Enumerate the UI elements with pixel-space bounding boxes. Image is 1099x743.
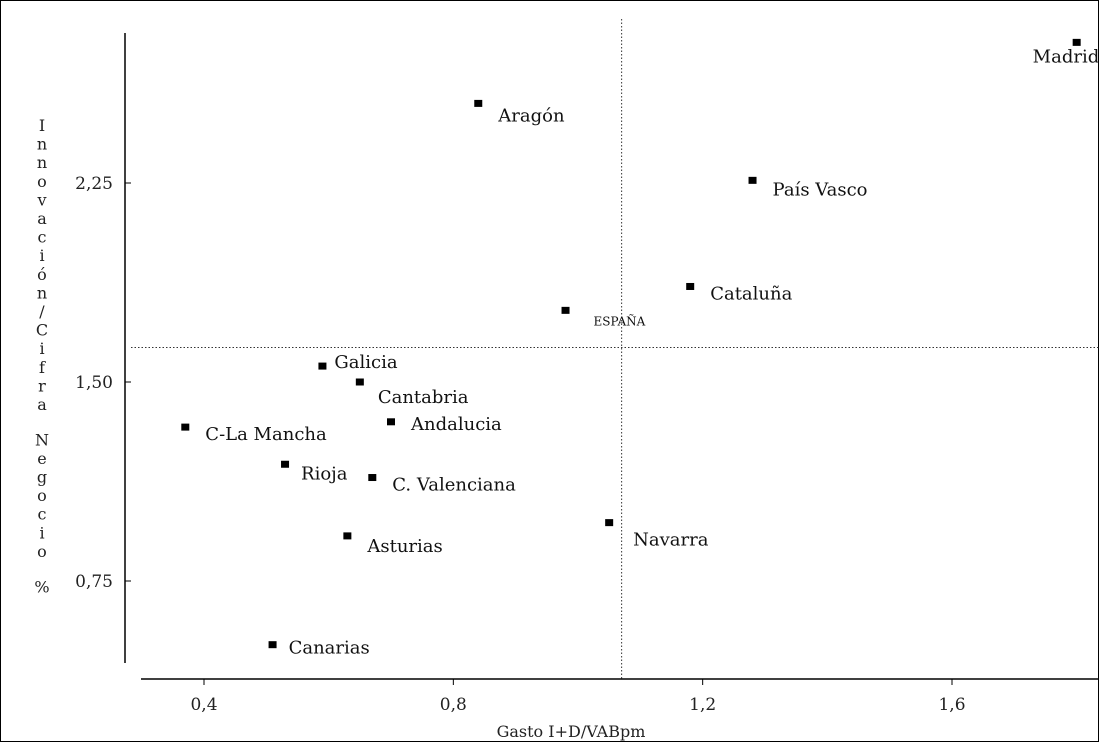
- y-tick-label: 0,75: [75, 572, 113, 592]
- data-point: [605, 519, 614, 527]
- point-label: País Vasco: [773, 179, 868, 200]
- data-point: [281, 460, 290, 468]
- axes: [124, 33, 1099, 680]
- data-point: [748, 176, 757, 184]
- point-label: Rioja: [301, 463, 348, 484]
- x-axis-title: Gasto I+D/VABpm: [497, 722, 646, 741]
- data-point: [355, 378, 364, 386]
- x-tick-label: 0,4: [190, 695, 217, 715]
- data-point: [387, 418, 395, 426]
- x-tick-label: 1,2: [689, 695, 716, 715]
- point-label: Cataluña: [710, 283, 792, 304]
- point-label: C. Valenciana: [392, 475, 516, 496]
- data-point: [268, 641, 277, 649]
- reference-lines: [131, 19, 1099, 679]
- point-label: Cantabria: [378, 387, 469, 408]
- y-ticks: 0,75 1,50 2,25: [75, 174, 131, 592]
- point-label: Navarra: [633, 530, 709, 551]
- point-label: Canarias: [289, 638, 370, 659]
- data-point: [368, 474, 377, 482]
- point-label: Aragón: [497, 105, 565, 126]
- point-label: Galicia: [334, 352, 397, 373]
- y-tick-label: 2,25: [75, 174, 113, 194]
- data-point: [686, 282, 695, 290]
- point-label: Asturias: [366, 536, 442, 557]
- x-tick-label: 1,6: [938, 695, 965, 715]
- point-labels: Madrid Aragón País Vasco Cataluña ESPAÑA Gali…: [205, 46, 1099, 658]
- data-points: [181, 38, 1081, 649]
- y-tick-label: 1,50: [75, 373, 113, 393]
- point-label: Madrid: [1033, 46, 1099, 67]
- data-point: [561, 306, 570, 314]
- data-point: [343, 532, 352, 540]
- data-point: [181, 423, 190, 431]
- point-label: ESPAÑA: [594, 313, 646, 328]
- point-label: Andalucia: [410, 414, 502, 435]
- data-point: [1072, 38, 1081, 46]
- point-label: C-La Mancha: [205, 424, 327, 445]
- data-point: [318, 362, 327, 370]
- x-tick-label: 0,8: [440, 695, 467, 715]
- x-ticks: 0,4 0,8 1,2 1,6: [190, 679, 966, 715]
- data-point: [474, 99, 483, 107]
